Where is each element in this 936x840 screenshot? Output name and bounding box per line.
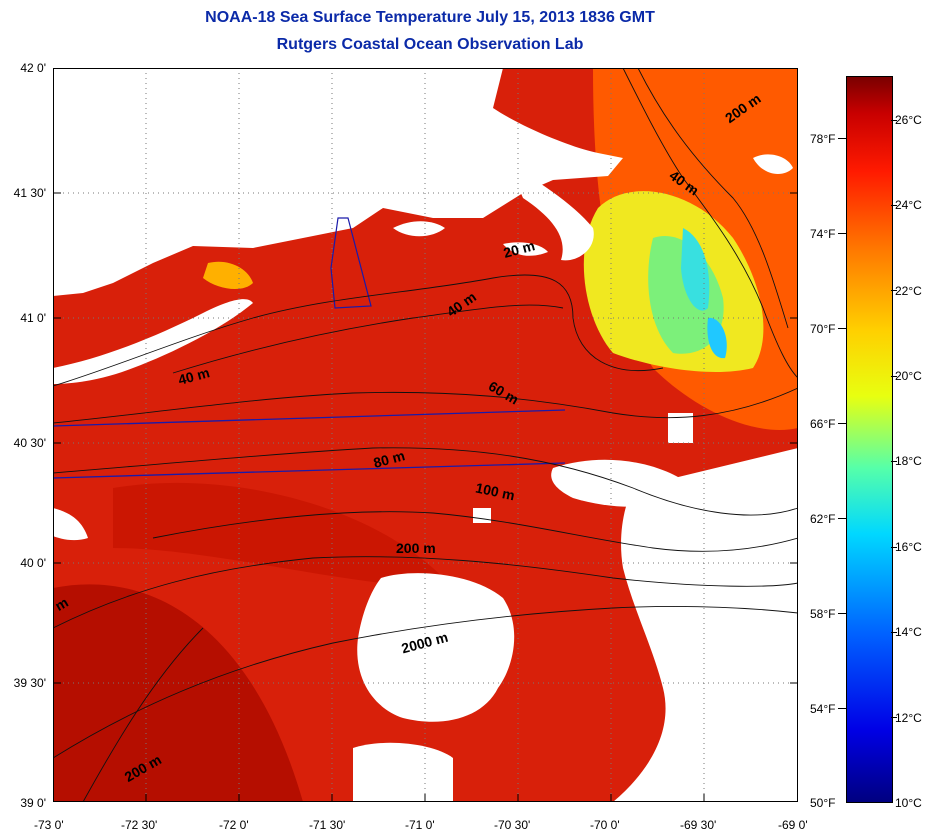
temperature-colorbar — [846, 76, 893, 803]
transect-line — [53, 409, 566, 427]
transect-box — [330, 217, 372, 309]
colorbar-tick — [838, 138, 846, 139]
bathymetry-contours — [53, 68, 798, 802]
colorbar-tick — [838, 708, 846, 709]
cloud-mask-southeast — [613, 448, 798, 802]
land-long-island — [53, 299, 253, 384]
lon-label: -72 0' — [219, 818, 249, 832]
colorbar-tick — [891, 205, 897, 206]
lat-label: 42 0' — [20, 61, 46, 75]
lon-label: -69 0' — [778, 818, 808, 832]
colorbar-f-label: 58°F — [810, 607, 836, 621]
colorbar-c-label: 18°C — [895, 454, 922, 468]
colorbar-c-label: 26°C — [895, 113, 922, 127]
lon-label: -70 0' — [590, 818, 620, 832]
cloud-mask-bottom — [353, 742, 453, 802]
colorbar-tick — [891, 717, 897, 718]
colorbar-tick — [838, 613, 846, 614]
sst-hot-region-2 — [113, 482, 453, 588]
colorbar-tick — [838, 233, 846, 234]
lat-label: 41 30' — [13, 186, 46, 200]
colorbar-c-label: 14°C — [895, 625, 922, 639]
colorbar-f-label: 50°F — [810, 796, 836, 810]
cloud-speckle — [473, 508, 491, 523]
colorbar-tick — [891, 376, 897, 377]
lon-label: -71 0' — [405, 818, 435, 832]
land-new-england — [53, 68, 623, 296]
map-subtitle: Rutgers Coastal Ocean Observation Lab — [276, 36, 584, 53]
lon-label: -72 30' — [121, 818, 158, 832]
colorbar-f-label: 78°F — [810, 132, 836, 146]
contour-label: 20 m — [502, 237, 537, 261]
contour-label: 200 m — [396, 540, 436, 556]
colorbar-tick — [891, 547, 897, 548]
sst-yellow-patch — [203, 261, 253, 290]
cloud-mask-west — [53, 508, 88, 541]
colorbar-f-label: 66°F — [810, 417, 836, 431]
lon-label: -71 30' — [309, 818, 346, 832]
land-nantucket — [503, 242, 548, 256]
lon-label: -73 0' — [34, 818, 64, 832]
lat-label: 39 0' — [20, 796, 46, 810]
colorbar-f-label: 62°F — [810, 512, 836, 526]
sst-cyan-region — [681, 228, 710, 311]
transect-line — [53, 462, 566, 479]
colorbar-c-label: 22°C — [895, 284, 922, 298]
land-islands — [393, 221, 445, 237]
lat-label: 40 0' — [20, 556, 46, 570]
lat-label: 40 30' — [13, 436, 46, 450]
lon-label: -70 30' — [494, 818, 531, 832]
lon-label: -69 30' — [680, 818, 717, 832]
colorbar-c-label: 12°C — [895, 711, 922, 725]
lat-label: 39 30' — [13, 676, 46, 690]
border-ticks — [53, 68, 798, 802]
colorbar-c-label: 16°C — [895, 540, 922, 554]
colorbar-tick — [838, 328, 846, 329]
cloud-mask-south — [357, 573, 515, 722]
colorbar-f-label: 70°F — [810, 322, 836, 336]
colorbar-tick — [891, 290, 897, 291]
colorbar-c-label: 24°C — [895, 198, 922, 212]
contour-label: 80 m — [372, 447, 407, 471]
colorbar-c-label: 10°C — [895, 796, 922, 810]
map-title: NOAA-18 Sea Surface Temperature July 15,… — [205, 9, 655, 26]
land-cape-cod — [508, 163, 594, 261]
colorbar-f-label: 74°F — [810, 227, 836, 241]
contour-label: 40 m — [176, 364, 211, 388]
sst-map: 200 m 40 m 20 m 40 m 40 m 60 m 80 m 100 … — [53, 68, 798, 802]
sst-cyan-region-2 — [707, 317, 727, 359]
colorbar-tick — [838, 518, 846, 519]
colorbar-tick — [891, 632, 897, 633]
cloud-mask-east — [551, 459, 693, 507]
colorbar-c-label: 20°C — [895, 369, 922, 383]
graticule — [53, 68, 798, 802]
colorbar-tick — [838, 423, 846, 424]
colorbar-tick — [891, 120, 897, 121]
lat-label: 41 0' — [20, 311, 46, 325]
colorbar-tick — [891, 461, 897, 462]
colorbar-f-label: 54°F — [810, 702, 836, 716]
cloud-mask-ne — [753, 154, 793, 174]
